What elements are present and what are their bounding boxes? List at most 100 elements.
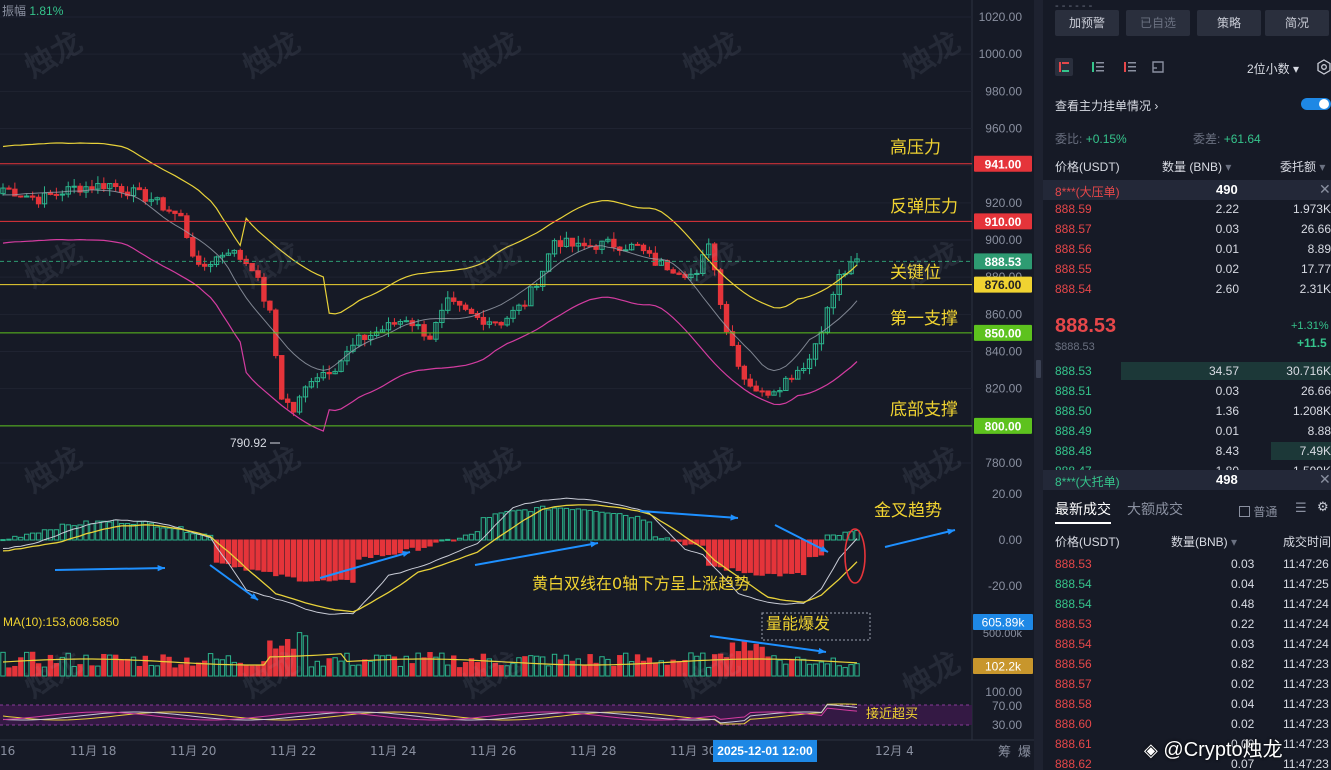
candlestick-chart[interactable]: 1020.001000.00980.00960.00940.00920.0090… [0,0,1034,770]
bid-row[interactable]: 888.49 0.01 8.88 [1043,421,1331,441]
both-sides-icon[interactable] [1055,58,1073,76]
chart-area[interactable]: 1020.001000.00980.00960.00940.00920.0090… [0,0,1034,770]
volume-bar [842,667,848,677]
volume-bar [510,662,516,677]
credit-watermark: ◈ @Crypto烛龙 [1144,739,1283,761]
volume-bar [6,667,12,677]
macd-bar [338,539,344,580]
candle-body [207,264,214,267]
candle-body [350,344,356,352]
candle-body [29,195,36,198]
candle [196,250,202,267]
macd-bar [747,539,753,573]
main-orders-toggle[interactable] [1301,98,1331,110]
candle [439,303,445,329]
macd-bar [77,524,83,541]
strategy-button[interactable]: 策略 [1197,10,1261,36]
total-cell: 1.208K [1292,404,1331,418]
big-bid-row[interactable]: 8***(大托单) 498 ✕ [1043,470,1331,490]
candle [504,316,510,327]
candle [498,321,504,329]
price-tag-label: 888.53 [985,255,1022,269]
candle-body [290,401,297,413]
decimals-select[interactable]: 2位小数 ▾ [1247,62,1300,76]
candle-body [279,355,285,400]
ask-row[interactable]: 888.57 0.03 26.66 [1043,219,1331,239]
bid-row[interactable]: 888.47 1.80 1.599K [1043,461,1331,471]
main-orders-link[interactable]: 查看主力挂单情况 › [1055,99,1159,113]
volume-bar [71,665,77,677]
favorited-button[interactable]: 已自选 [1126,10,1190,36]
trade-col-qty[interactable]: 数量(BNB) ▾ [1171,535,1238,549]
macd-bar [261,539,267,572]
candle [83,181,89,198]
candle [302,385,309,403]
macd-bar [136,521,143,541]
overview-button[interactable]: 简况 [1265,10,1329,36]
arrow-head [250,593,258,600]
price-tag [974,155,1032,172]
volume-bar [617,655,623,677]
change-abs: +11.5 [1297,336,1327,350]
candle [670,267,676,274]
candle [267,300,273,314]
candle [605,236,611,244]
close-icon[interactable]: ✕ [1319,181,1331,197]
big-ask-row[interactable]: 8***(大压单) 490 ✕ [1043,180,1331,200]
candle [112,179,119,192]
settings-icon[interactable] [1315,58,1331,76]
bid-row[interactable]: 888.53 34.57 30.716K [1043,361,1331,381]
macd-bar [130,523,137,541]
ask-row[interactable]: 888.54 2.60 2.31K [1043,279,1331,299]
volume-bar [101,653,107,677]
candle-body [646,250,653,254]
macd-bar [575,508,581,541]
price-cell: 888.48 [1055,444,1092,458]
macd-tick-label: -20.00 [988,579,1022,593]
settings-icon[interactable]: ⚙ [1317,499,1329,514]
trade-price: 888.54 [1055,637,1092,651]
candle-body [24,195,30,198]
total-cell: 26.66 [1300,222,1331,236]
bid-row[interactable]: 888.51 0.03 26.66 [1043,381,1331,401]
bids-only-icon[interactable] [1089,58,1107,76]
candle-body [397,321,404,325]
trade-row: 888.56 0.82 11:47:23 [1043,654,1331,674]
candle [854,253,860,267]
splitter-grip-icon[interactable] [1036,360,1041,378]
macd-bar [344,539,350,580]
depth-icon[interactable] [1149,58,1167,76]
add-alert-button[interactable]: 加预警 [1055,10,1119,36]
bid-row[interactable]: 888.50 1.36 1.208K [1043,401,1331,421]
ask-row[interactable]: 888.59 2.22 1.973K [1043,199,1331,219]
bid-row[interactable]: 888.48 8.43 7.49K [1043,441,1331,461]
col-total[interactable]: 委托额 ▾ [1280,160,1326,174]
filter-icon[interactable]: ☰ [1295,500,1307,515]
candle [545,253,552,272]
macd-bar [664,537,670,541]
candle [747,373,753,388]
macd-bar [711,539,718,567]
macd-bar [682,539,688,546]
macd-bar [273,539,279,577]
volume-bar [646,657,653,677]
candle-body [77,185,83,193]
candle [581,237,587,250]
trend-arrow [774,524,829,553]
candle [18,195,24,198]
macd-bar [729,539,736,569]
asks-only-icon[interactable] [1121,58,1139,76]
panel-splitter[interactable] [1034,0,1043,770]
trades-tab[interactable]: 最新成交 [1055,501,1111,517]
macd-bar [6,538,12,541]
normal-checkbox[interactable]: 普通 [1239,503,1277,520]
ask-row[interactable]: 888.55 0.02 17.77 [1043,259,1331,279]
col-qty[interactable]: 数量 (BNB) ▾ [1162,160,1232,174]
close-icon[interactable]: ✕ [1319,471,1331,487]
ask-row[interactable]: 888.56 0.01 8.89 [1043,239,1331,259]
candle [219,252,226,264]
big-trades-tab[interactable]: 大额成交 [1127,501,1183,517]
volume-bar [688,652,694,677]
macd-bar [723,539,730,571]
macd-bar [794,539,801,574]
